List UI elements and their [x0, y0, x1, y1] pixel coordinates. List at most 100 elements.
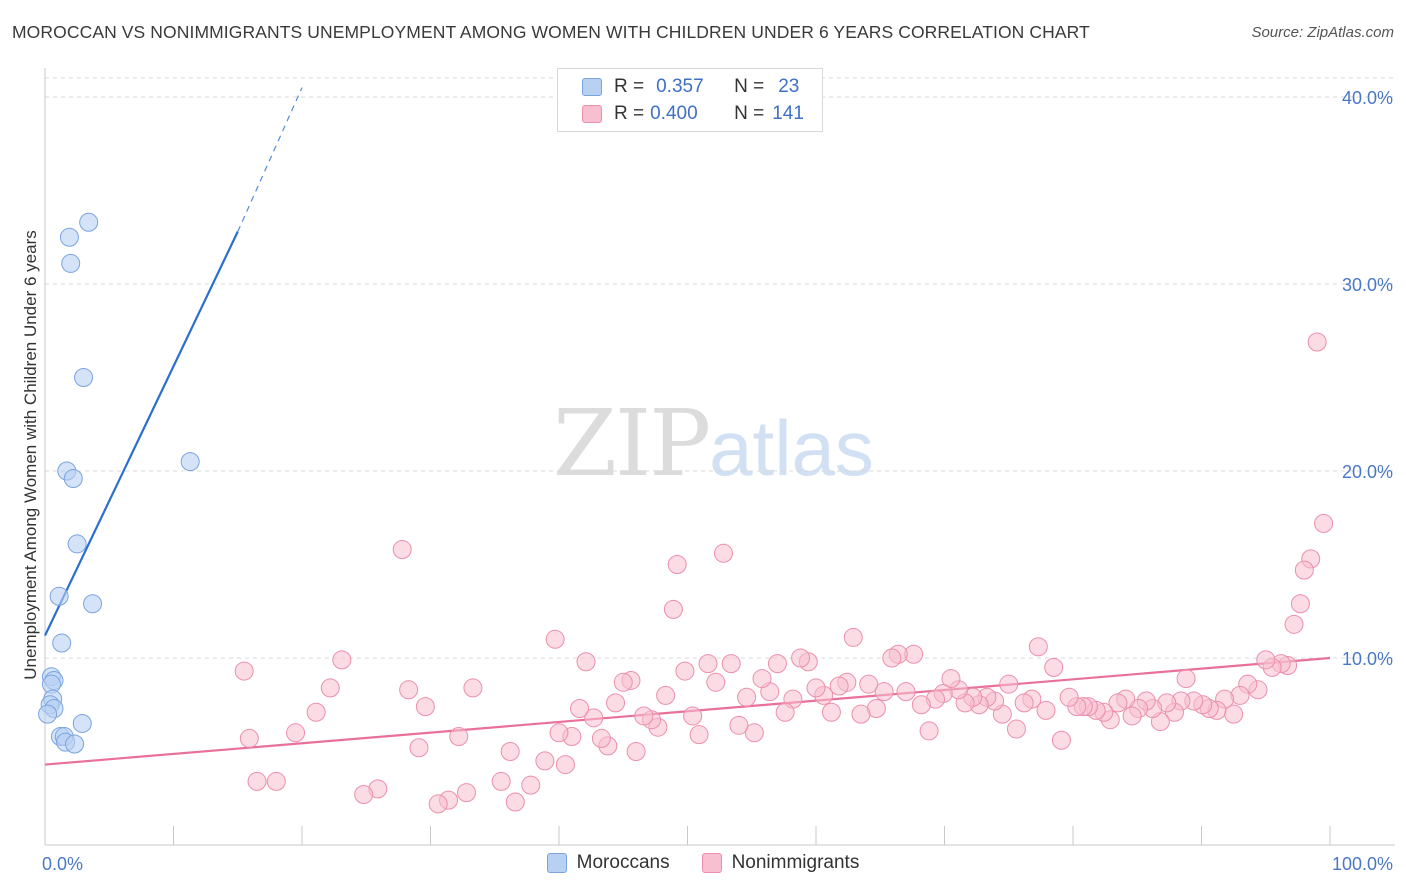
nonimmigrants-point: [545, 629, 565, 649]
moroccans-point: [49, 586, 69, 606]
legend-item-nonimmigrants[interactable]: Nonimmigrants: [701, 852, 860, 874]
nonimmigrants-point: [729, 715, 749, 735]
axes: [44, 68, 1395, 846]
nonimmigrants-point: [1028, 637, 1048, 657]
nonimmigrants-point: [689, 725, 709, 745]
moroccans-point: [65, 734, 85, 754]
nonimmigrants-point: [247, 771, 267, 791]
n-value: 141: [772, 103, 804, 124]
moroccans-point: [180, 452, 200, 472]
nonimmigrants-point: [500, 742, 520, 761]
nonimmigrants-point: [1314, 513, 1334, 533]
nonimmigrants-point: [896, 682, 916, 702]
nonimmigrants-point: [584, 708, 604, 728]
nonimmigrants-point: [752, 669, 772, 689]
nonimmigrants-point: [1307, 332, 1327, 352]
y-tick-label: 10.0%: [1342, 649, 1393, 669]
legend-label-nonimmigrants: Nonimmigrants: [731, 852, 860, 873]
moroccans-point: [38, 704, 58, 724]
nonimmigrants-point: [859, 674, 879, 694]
nonimmigrants-point: [449, 727, 469, 747]
nonimmigrants-point: [428, 794, 448, 814]
n-value: 23: [778, 76, 800, 97]
watermark: ZIPatlas: [553, 398, 874, 490]
nonimmigrants-point: [409, 738, 429, 758]
nonimmigrants-point: [919, 721, 939, 741]
nonimmigrants-point: [1044, 657, 1064, 677]
nonimmigrants-points: [234, 332, 1334, 814]
nonimmigrants-point: [463, 678, 483, 698]
legend-item-moroccans[interactable]: Moroccans: [546, 852, 670, 874]
x-tick-label: 100.0%: [1332, 854, 1393, 874]
legend-label-moroccans: Moroccans: [576, 852, 670, 873]
nonimmigrants-point: [737, 687, 757, 707]
nonimmigrants-point: [354, 785, 374, 805]
nonimmigrants-point: [1284, 614, 1304, 634]
nonimmigrants-point: [505, 792, 525, 812]
series-legend: Moroccans Nonimmigrants: [0, 852, 1406, 874]
nonimmigrants-point: [1294, 560, 1314, 580]
nonimmigrants-point: [698, 654, 718, 674]
correlation-legend: R = 0.357 N = 23 R = 0.400 N = 141: [557, 68, 823, 132]
y-tick-label: 30.0%: [1342, 275, 1393, 295]
nonimmigrants-swatch: [582, 105, 602, 123]
nonimmigrants-point: [521, 775, 541, 795]
nonimmigrants-point: [570, 698, 590, 718]
nonimmigrants-point: [675, 661, 695, 681]
moroccans-points: [38, 212, 200, 754]
source-credit: Source: ZipAtlas.com: [1251, 24, 1394, 41]
nonimmigrants-point: [663, 599, 683, 619]
legend-row-moroccans: R = 0.357 N = 23: [582, 75, 799, 99]
n-label: N =: [734, 103, 765, 124]
y-axis-label: Unemployment Among Women with Children U…: [21, 230, 40, 679]
gridlines: [45, 77, 1395, 659]
nonimmigrants-point: [549, 723, 569, 743]
watermark-zip: ZIP: [553, 390, 711, 497]
chart-title: MOROCCAN VS NONIMMIGRANTS UNEMPLOYMENT A…: [12, 22, 1090, 42]
nonimmigrants-point: [721, 654, 741, 674]
nonimmigrants-point: [744, 723, 764, 743]
nonimmigrants-point: [874, 682, 894, 702]
nonimmigrants-point: [1036, 700, 1056, 720]
nonimmigrants-point: [843, 627, 863, 647]
nonimmigrants-point: [306, 702, 326, 722]
nonimmigrants-point: [999, 674, 1019, 694]
y-tick-labels: 10.0% 20.0% 30.0% 40.0%: [1342, 88, 1393, 669]
nonimmigrants-point: [606, 693, 626, 713]
nonimmigrants-point: [332, 650, 352, 670]
moroccans-point: [83, 594, 103, 614]
moroccans-point: [79, 212, 99, 232]
moroccans-point: [63, 468, 83, 488]
x-tick-labels: 0.0% 100.0%: [42, 854, 1393, 874]
nonimmigrants-point: [535, 751, 555, 771]
legend-row-nonimmigrants: R = 0.400 N = 141: [582, 102, 804, 126]
r-value: 0.400: [650, 103, 698, 124]
nonimmigrants-point: [555, 755, 575, 775]
watermark-atlas: atlas: [709, 404, 874, 492]
r-label: R =: [614, 103, 645, 124]
nonimmigrants-point: [911, 695, 931, 715]
nonimmigrants-point: [1059, 687, 1079, 707]
nonimmigrants-point: [1108, 693, 1128, 713]
nonimmigrants-point: [239, 728, 259, 748]
nonimmigrants-point: [576, 652, 596, 672]
nonimmigrants-point: [1122, 706, 1142, 726]
moroccans-trend-extension: [237, 87, 303, 232]
moroccans-point: [52, 633, 72, 653]
nonimmigrants-point: [266, 771, 286, 791]
nonimmigrants-point: [415, 697, 435, 717]
nonimmigrants-point: [634, 706, 654, 726]
nonimmigrants-point: [1006, 719, 1026, 739]
nonimmigrants-point: [626, 742, 646, 761]
moroccans-point: [61, 253, 81, 273]
moroccans-point: [72, 713, 92, 733]
nonimmigrants-point: [821, 702, 841, 722]
y-tick-label: 40.0%: [1342, 88, 1393, 108]
nonimmigrants-point: [713, 543, 733, 563]
nonimmigrants-point: [491, 771, 511, 791]
nonimmigrants-point: [667, 555, 687, 574]
nonimmigrants-point: [806, 678, 826, 698]
nonimmigrants-point: [392, 540, 412, 560]
nonimmigrants-point: [1176, 669, 1196, 689]
